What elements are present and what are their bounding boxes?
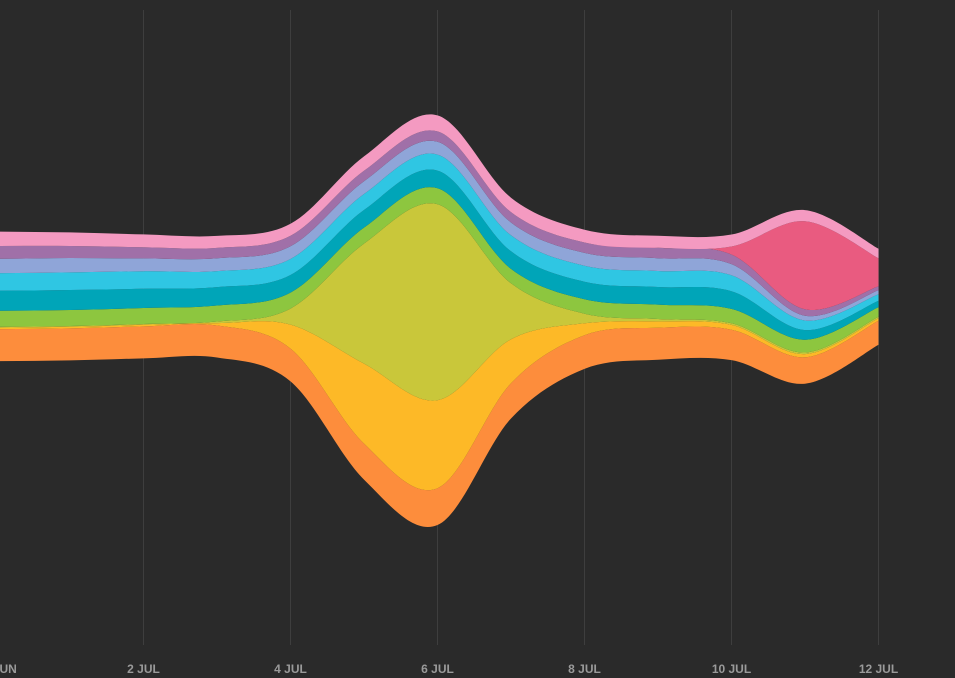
x-tick-label: 30 JUN bbox=[0, 662, 17, 676]
x-tick-label: 4 JUL bbox=[274, 662, 307, 676]
x-tick-label: 2 JUL bbox=[127, 662, 160, 676]
stream-layer-1 bbox=[0, 320, 879, 527]
stream-layer bbox=[0, 114, 879, 527]
x-tick-label: 10 JUL bbox=[712, 662, 751, 676]
stream-layer-2 bbox=[0, 318, 879, 490]
stream-layer-5 bbox=[0, 169, 879, 340]
x-tick-label: 12 JUL bbox=[859, 662, 898, 676]
stream-layer-10 bbox=[0, 114, 879, 259]
x-axis: 30 JUN 2 JUL 4 JUL 6 JUL 8 JUL 10 JUL 12 JUL bbox=[0, 662, 898, 676]
stream-layer-9 bbox=[0, 130, 879, 311]
stream-layer-4 bbox=[0, 187, 879, 353]
x-tick-label: 8 JUL bbox=[568, 662, 601, 676]
stream-layer-6 bbox=[0, 153, 879, 331]
stream-layer-3 bbox=[0, 203, 879, 401]
x-tick-label: 6 JUL bbox=[421, 662, 454, 676]
